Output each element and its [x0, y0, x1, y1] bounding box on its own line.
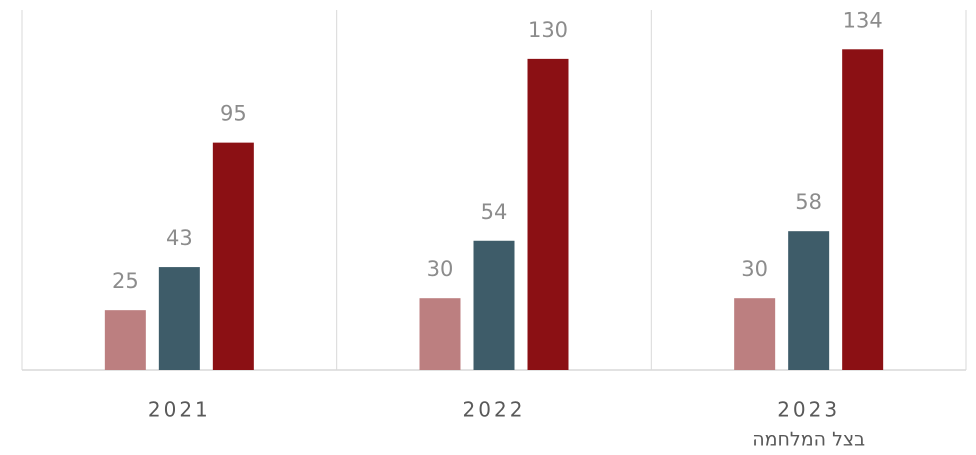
bar: [527, 58, 569, 370]
x-tick-label: 2022: [463, 398, 526, 422]
data-label: 54: [481, 200, 508, 224]
data-label: 130: [528, 18, 568, 42]
data-label: 43: [166, 226, 193, 250]
bar: [734, 298, 776, 370]
bar: [842, 49, 884, 370]
x-tick-label: 2021: [148, 398, 211, 422]
data-label: 30: [741, 257, 768, 281]
data-label: 58: [795, 190, 822, 214]
data-label: 134: [843, 8, 883, 32]
data-label: 30: [427, 257, 454, 281]
data-label: 25: [112, 269, 139, 293]
bar: [104, 310, 146, 370]
annotation: בצל המלחמה: [752, 429, 865, 451]
data-label: 95: [220, 102, 247, 126]
bar: [788, 231, 830, 370]
bar: [212, 142, 254, 370]
bar: [419, 298, 461, 370]
x-tick-label: 2023: [777, 398, 840, 422]
bar: [158, 267, 200, 370]
bar: [473, 240, 515, 370]
